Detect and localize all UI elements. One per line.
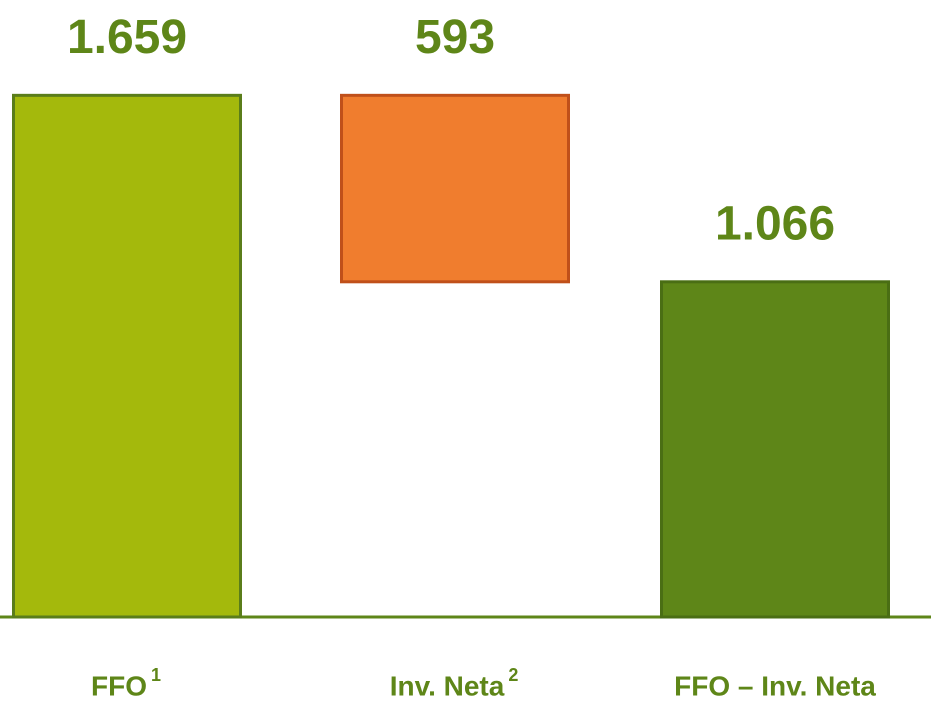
value-label: 593 [415, 11, 495, 64]
bar [340, 93, 570, 284]
x-tick-label: FFO – Inv. Neta [674, 670, 876, 701]
footnote-marker: 2 [508, 665, 518, 685]
value-label: 1.659 [67, 11, 187, 64]
footnote-marker: 1 [151, 665, 161, 685]
bar [660, 280, 890, 619]
value-label: 1.066 [715, 197, 835, 250]
x-tick-label: FFO [91, 670, 147, 701]
x-tick-label: Inv. Neta [390, 670, 505, 701]
bar [12, 93, 242, 619]
